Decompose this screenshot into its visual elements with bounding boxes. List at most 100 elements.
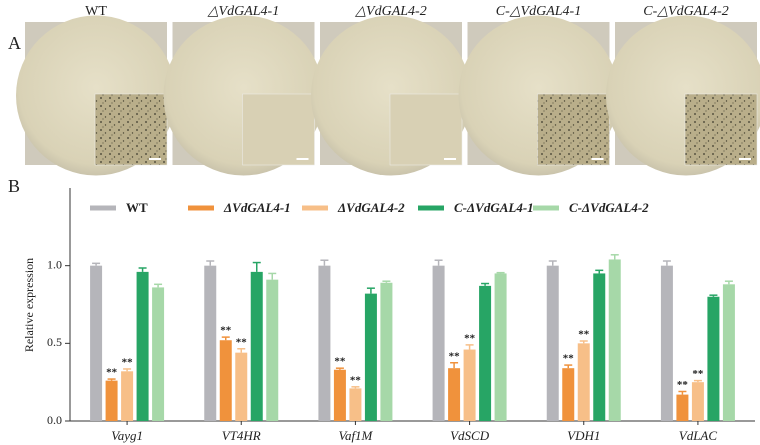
inset (684, 93, 758, 166)
legend-label: C-ΔVdGAL4-2 (569, 200, 649, 215)
error-bar (123, 368, 132, 372)
significance-label: ** (334, 356, 346, 368)
inset (94, 93, 168, 166)
bar (463, 349, 476, 421)
legend-label: ΔVdGAL4-2 (337, 200, 405, 215)
error-bar (595, 269, 604, 274)
bar (250, 271, 263, 421)
bar (448, 368, 461, 421)
bar (660, 265, 673, 421)
panel-letter: B (8, 176, 20, 196)
x-tick-label: Vayg1 (111, 428, 143, 443)
bar (318, 265, 331, 421)
error-bar (724, 280, 733, 285)
strain-label: C-△VdGAL4-2 (643, 4, 728, 19)
error-bar (610, 254, 619, 260)
significance-label: ** (236, 336, 248, 348)
significance-label: ** (220, 325, 232, 337)
bar (349, 388, 362, 421)
error-bar (564, 364, 573, 369)
error-bar (237, 348, 246, 353)
error-bar (320, 259, 329, 266)
error-bar (351, 386, 360, 389)
significance-label: ** (464, 332, 476, 344)
strain-label: C-△VdGAL4-1 (496, 4, 581, 19)
x-tick-label: Vaf1M (338, 428, 373, 443)
legend-label: ΔVdGAL4-1 (223, 200, 291, 215)
x-tick-label: VDH1 (567, 428, 600, 443)
bar (204, 265, 217, 421)
bar (136, 271, 149, 421)
error-bar (693, 379, 702, 383)
bar (235, 352, 248, 421)
significance-label: ** (578, 329, 590, 341)
bar (707, 296, 720, 421)
y-tick-label: 0.5 (47, 335, 62, 349)
significance-label: ** (692, 368, 704, 380)
x-tick-label: VdSCD (450, 428, 490, 443)
x-tick-label: VT4HR (222, 428, 261, 443)
bar (546, 265, 559, 421)
y-tick-label: 1.0 (47, 257, 62, 271)
inset (389, 93, 463, 166)
x-tick-label: VdLAC (679, 428, 718, 443)
bar (593, 273, 606, 421)
y-axis-title: Relative expression (22, 258, 36, 352)
bar (577, 343, 590, 421)
error-bar (709, 294, 718, 297)
error-bar (366, 287, 375, 294)
y-tick-label: 0.0 (47, 413, 62, 427)
bar (608, 259, 621, 421)
bar (722, 284, 735, 421)
error-bar (662, 260, 671, 266)
error-bar (206, 260, 215, 266)
bar (105, 380, 118, 421)
legend-label: C-ΔVdGAL4-1 (454, 200, 534, 215)
bar (152, 287, 165, 421)
bar (380, 282, 393, 421)
error-bar (138, 267, 147, 272)
bar (479, 285, 492, 421)
strain-label: △VdGAL4-1 (207, 4, 279, 19)
significance-label: ** (350, 374, 362, 386)
strain-label: △VdGAL4-2 (354, 4, 426, 19)
bar (676, 394, 689, 421)
error-bar (335, 367, 344, 370)
bar (90, 265, 103, 421)
error-bar (678, 390, 687, 395)
error-bar (221, 336, 230, 341)
error-bar (434, 259, 443, 266)
bar (562, 368, 575, 421)
legend-label: WT (126, 200, 148, 215)
significance-label: ** (122, 356, 134, 368)
inset (242, 93, 315, 166)
bar (494, 273, 507, 421)
bar (364, 293, 377, 421)
bar (266, 279, 279, 421)
error-bar (92, 262, 101, 266)
error-bar (107, 378, 116, 381)
error-bar (382, 280, 391, 283)
error-bar (154, 283, 163, 288)
error-bar (579, 340, 588, 344)
error-bar (548, 260, 557, 266)
strain-label: WT (85, 4, 107, 19)
bar (219, 340, 232, 421)
significance-label: ** (563, 353, 575, 365)
significance-label: ** (449, 350, 461, 362)
error-bar (252, 261, 261, 272)
bar (691, 382, 704, 421)
error-bar (268, 272, 277, 280)
bar (333, 369, 346, 421)
significance-label: ** (677, 379, 689, 391)
panel-letter: A (8, 33, 21, 53)
error-bar (496, 271, 505, 274)
error-bar (465, 344, 474, 350)
bar (121, 371, 134, 421)
error-bar (450, 362, 459, 369)
significance-label: ** (106, 367, 118, 379)
inset (537, 93, 610, 166)
bar (432, 265, 445, 421)
error-bar (481, 282, 490, 286)
